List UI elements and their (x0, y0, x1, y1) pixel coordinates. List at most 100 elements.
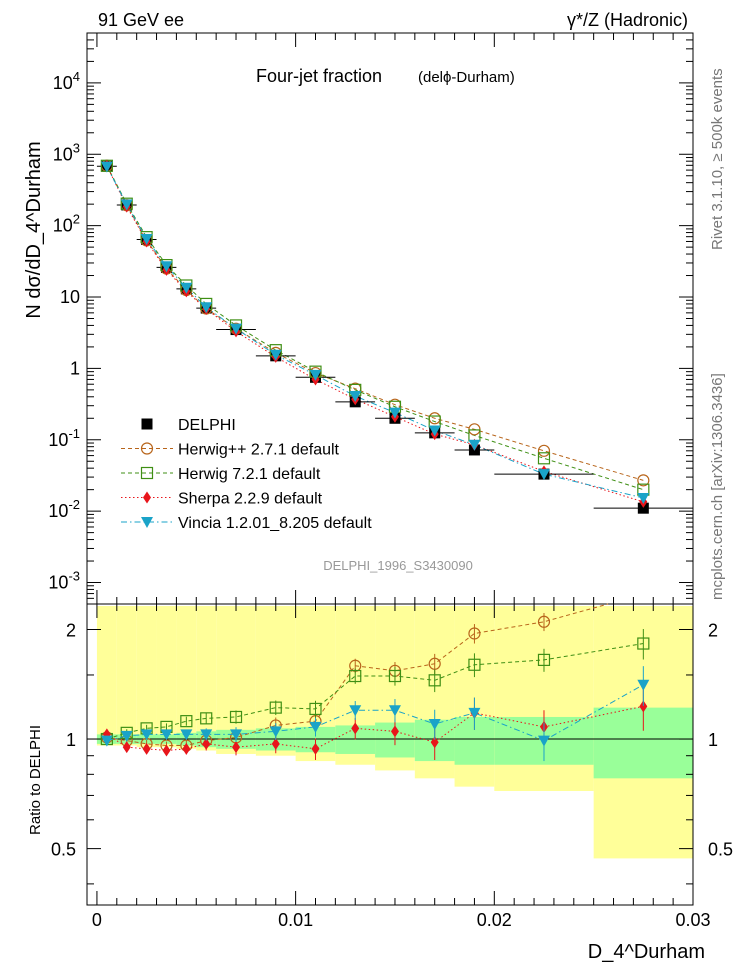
y-tick-base: 10 (53, 144, 73, 164)
ratio-point (390, 725, 399, 738)
chart-title: Four-jet fraction (256, 66, 382, 86)
y-tick-label: 104 (53, 69, 80, 93)
ratio-point (428, 718, 441, 730)
ratio-frame (86, 603, 694, 906)
ratio-point (311, 742, 320, 755)
legend-marker (141, 418, 153, 430)
data-point (140, 233, 153, 245)
y-tick-exp: -1 (68, 426, 80, 441)
ratio-point (120, 730, 133, 742)
y-tick-exp: 4 (73, 69, 80, 84)
header-right-label: γ*/Z (Hadronic) (567, 10, 688, 30)
ratio-point (388, 669, 402, 683)
band-outer (176, 606, 197, 749)
ratio-tick-label-left: 0.5 (51, 840, 76, 860)
ratio-point (142, 742, 151, 755)
ratio-point (428, 657, 441, 670)
y-tick-label: 102 (53, 212, 80, 236)
x-tick-label: 0 (92, 910, 102, 930)
data-point (120, 199, 133, 211)
legend-marker (143, 491, 151, 504)
y-tick-exp: 3 (73, 140, 80, 155)
ratio-point (349, 669, 362, 683)
ratio-point (160, 729, 173, 741)
data-point (468, 439, 481, 451)
data-point (637, 474, 650, 487)
data-point (428, 425, 441, 437)
band-outer (96, 606, 117, 746)
data-point (180, 282, 193, 294)
ratio-point (269, 701, 282, 714)
data-point (537, 444, 551, 457)
ratio-point (468, 707, 481, 719)
axis-ticks: 0 0.01 0.02 0.0310-310-210-11101021031040.5… (48, 32, 733, 930)
legend-marker (141, 517, 153, 528)
ratio-line (106, 603, 609, 747)
data-point (200, 302, 213, 314)
data-point (637, 502, 649, 514)
ratio-series (100, 603, 650, 762)
y-tick-exp: 2 (73, 212, 80, 227)
data-point (537, 452, 551, 465)
ratio-point (349, 705, 362, 717)
y-axis-title: N dσ/dD_4^Durham (23, 141, 45, 318)
data-point (269, 349, 282, 361)
band-outer (136, 606, 157, 748)
y-axis-label: N dσ/dD_4^Durham (23, 141, 45, 318)
chart-subtitle: (delϕ-Durham) (418, 69, 515, 86)
data-point (537, 469, 550, 481)
data-point (309, 369, 322, 381)
ratio-point (637, 637, 650, 650)
data-point (349, 391, 362, 403)
ratio-point (428, 674, 441, 687)
ratio-point (537, 653, 551, 666)
ratio-line (106, 705, 644, 752)
ratio-point (430, 736, 439, 749)
ratio-tick-label-right: 0.5 (708, 840, 733, 860)
y-tick-base: 10 (53, 73, 73, 93)
ratio-point (202, 737, 211, 750)
ratio-point (180, 715, 193, 728)
y-tick-base: 10 (48, 430, 68, 450)
ratio-point (140, 729, 153, 741)
band-outer (156, 606, 177, 748)
ratio-axis-label: Ratio to DELPHI (27, 725, 44, 835)
ratio-point (162, 744, 171, 757)
data-point (637, 492, 650, 504)
ratio-point (639, 700, 648, 713)
rivet-side-label: Rivet 3.1.10, ≥ 500k events (709, 68, 726, 250)
ratio-tick-label-right: 2 (708, 620, 718, 640)
band-outer (116, 606, 137, 746)
data-point (160, 261, 173, 273)
y-tick-exp: -3 (68, 569, 80, 584)
y-tick-base: 10 (48, 501, 68, 521)
ratio-point (468, 627, 481, 640)
header-left-label: 91 GeV ee (98, 10, 184, 30)
x-tick-label: 0.03 (675, 910, 710, 930)
main-series (96, 159, 693, 514)
ratio-point (100, 735, 113, 747)
legend: DELPHI Herwig++ 2.7.1 default Herwig 7.2.1… (121, 417, 372, 532)
legend-label: Herwig 7.2.1 default (178, 466, 321, 483)
ratio-point (180, 729, 193, 741)
ratio-point (182, 742, 191, 755)
ratio-point (468, 658, 481, 671)
y-tick-exp: -2 (68, 497, 80, 512)
x-axis-label: D_4^Durham (588, 941, 705, 963)
ratio-tick-label-left: 2 (66, 620, 76, 640)
data-point (388, 407, 401, 419)
ratio-point (388, 705, 401, 717)
y-tick-base: 10 (53, 216, 73, 236)
mcplots-side-label: mcplots.cern.ch [arXiv:1306.3436] (709, 373, 726, 600)
ratio-point (637, 679, 650, 691)
ratio-point (232, 741, 241, 754)
ratio-point (229, 710, 243, 724)
x-tick-label: 0.02 (477, 910, 512, 930)
y-tick-label: 10-3 (48, 569, 80, 593)
y-tick-label: 10-1 (48, 426, 80, 450)
legend-marker (140, 466, 154, 480)
data-point (100, 161, 113, 173)
data-point (230, 323, 243, 335)
legend-label: DELPHI (178, 417, 236, 434)
